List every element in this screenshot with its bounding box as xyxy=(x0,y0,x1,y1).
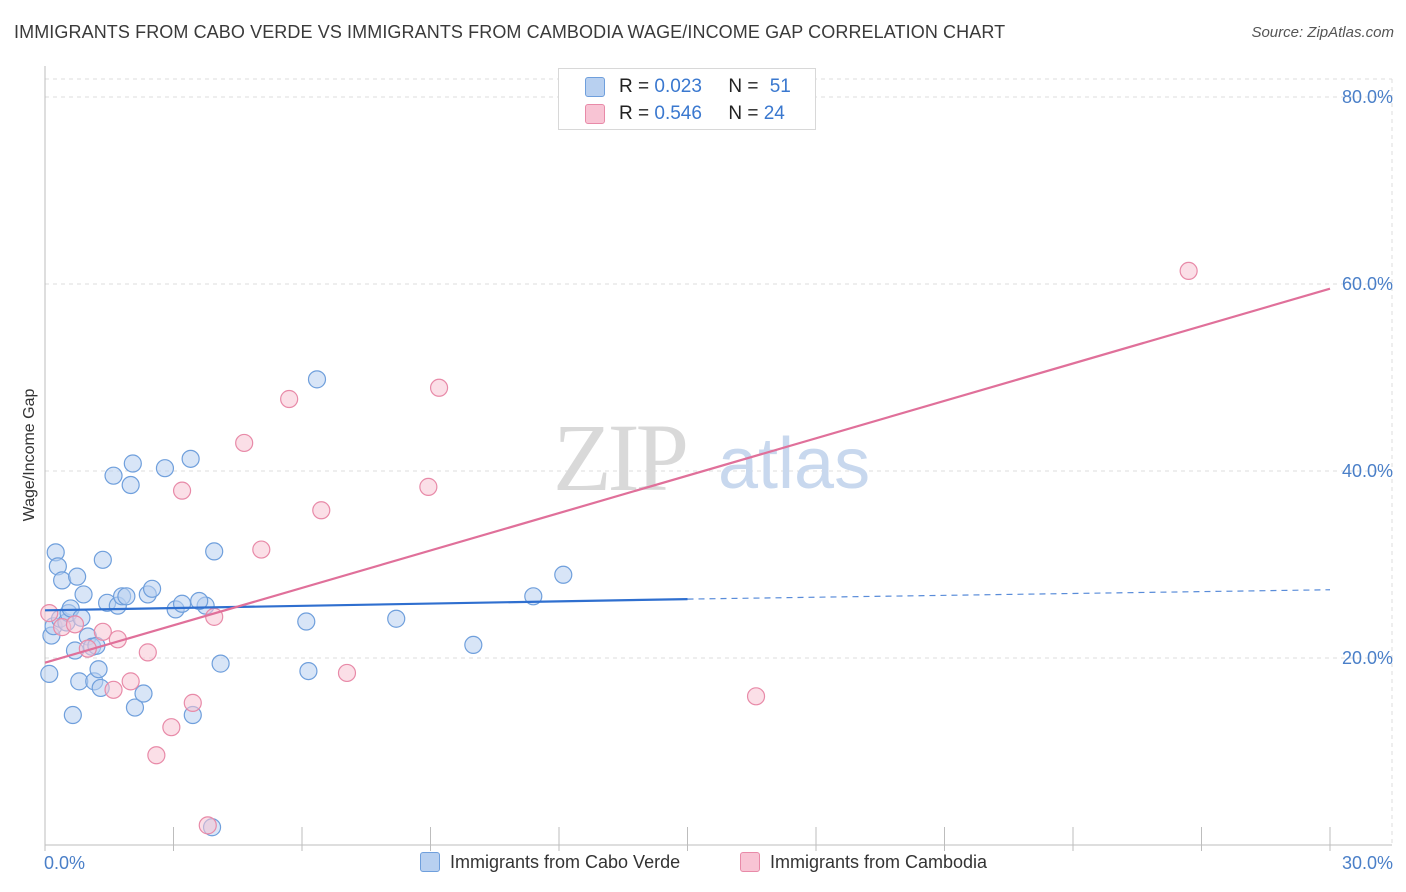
cambodia-point xyxy=(93,622,112,641)
legend-label: Immigrants from Cabo Verde xyxy=(450,852,681,872)
trend-lines xyxy=(44,287,1331,664)
legend-label: Immigrants from Cambodia xyxy=(770,852,988,872)
cambodia-point xyxy=(429,378,449,397)
cabo-verde-point xyxy=(181,449,200,468)
stats-legend: R = 0.023 N = 51 R = 0.546 N = 24 xyxy=(558,68,816,130)
cabo-verde-point xyxy=(63,705,82,725)
cabo-verde-trend-line xyxy=(44,597,688,612)
watermark-atlas: atlas xyxy=(718,424,870,504)
cabo-verde-point xyxy=(89,660,108,679)
cabo-verde-point xyxy=(307,370,327,389)
cabo-verde-point xyxy=(554,565,573,584)
cabo-verde-point xyxy=(53,571,72,590)
y-tick-label: 40.0% xyxy=(1342,461,1393,481)
y-tick-label: 20.0% xyxy=(1342,648,1393,668)
watermark: ZIP atlas xyxy=(553,404,870,511)
cambodia-point xyxy=(172,481,192,500)
cabo-verde-legend-swatch xyxy=(420,852,440,872)
cabo-verde-point xyxy=(142,579,162,598)
cambodia-point xyxy=(252,540,271,559)
cabo-verde-point xyxy=(155,459,175,478)
cabo-verde-point xyxy=(524,587,543,606)
cabo-verde-point xyxy=(125,698,145,717)
cambodia-point xyxy=(138,643,157,662)
cabo-verde-point xyxy=(172,594,192,613)
cabo-verde-point xyxy=(74,585,93,604)
cabo-verde-point xyxy=(93,550,112,569)
r-value: 0.546 xyxy=(654,103,702,124)
chart-title: IMMIGRANTS FROM CABO VERDE VS IMMIGRANTS… xyxy=(14,22,1006,42)
r-value: 0.023 xyxy=(654,76,702,97)
cabo-verde-point xyxy=(299,661,318,681)
watermark-zip: ZIP xyxy=(553,404,686,511)
cambodia-point xyxy=(162,718,181,737)
cabo-verde-point xyxy=(464,635,483,655)
cambodia-point xyxy=(337,663,357,683)
data-points xyxy=(40,261,1198,837)
cambodia-point xyxy=(121,672,140,691)
cabo-verde-swatch xyxy=(585,77,605,97)
axes xyxy=(44,66,1392,851)
cabo-verde-point xyxy=(40,664,59,683)
x-tick-label: 0.0% xyxy=(44,853,85,873)
legend-item-cabo-verde[interactable]: Immigrants from Cabo Verde xyxy=(420,852,680,873)
cambodia-point xyxy=(40,604,59,623)
cambodia-point xyxy=(312,501,331,520)
cambodia-point xyxy=(280,389,299,409)
cambodia-swatch xyxy=(585,104,605,124)
cambodia-point xyxy=(65,615,85,634)
cambodia-point xyxy=(104,680,123,699)
cabo-verde-point xyxy=(134,684,153,703)
cabo-verde-point xyxy=(211,654,230,673)
cabo-verde-point xyxy=(297,612,316,631)
n-value: 24 xyxy=(763,103,785,124)
y-tick-label: 80.0% xyxy=(1342,87,1393,107)
cabo-verde-point xyxy=(205,542,224,561)
cabo-verde-point xyxy=(123,454,142,473)
y-tick-label: 60.0% xyxy=(1342,274,1393,294)
stats-text: R = 0.546 N = 24 xyxy=(619,103,785,124)
stats-text: R = 0.023 N = 51 xyxy=(619,76,791,97)
cambodia-legend-swatch xyxy=(740,852,760,872)
cambodia-point xyxy=(746,687,766,706)
cabo-verde-point xyxy=(68,567,87,586)
cambodia-point xyxy=(147,746,166,765)
cabo-verde-point xyxy=(190,591,209,611)
legend-item-cambodia[interactable]: Immigrants from Cambodia xyxy=(740,852,987,873)
cambodia-point xyxy=(1179,261,1198,281)
cabo-verde-point xyxy=(117,587,136,606)
cambodia-point xyxy=(198,816,217,835)
source-credit: Source: ZipAtlas.com xyxy=(1251,24,1394,41)
n-value: 51 xyxy=(769,76,791,97)
cambodia-point xyxy=(419,477,438,496)
cabo-verde-point xyxy=(387,609,406,628)
cabo-verde-point xyxy=(121,475,140,495)
tick-labels: 20.0% 40.0% 60.0% 80.0% 0.0% 30.0% xyxy=(44,87,1393,873)
cabo-verde-point xyxy=(104,466,123,485)
cambodia-point xyxy=(183,693,202,712)
cabo-verde-trend-extension xyxy=(687,589,1331,600)
cambodia-point xyxy=(235,433,254,453)
cambodia-trend-line xyxy=(44,287,1331,664)
x-tick-label: 30.0% xyxy=(1342,853,1393,873)
